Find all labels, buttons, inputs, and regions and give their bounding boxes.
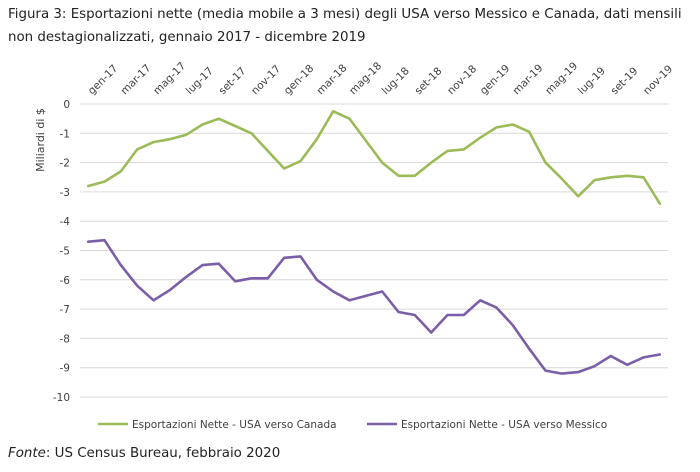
- x-tick-label: nov-18: [445, 63, 479, 97]
- y-tick-label: -3: [60, 187, 70, 199]
- x-tick-label: set-17: [216, 65, 248, 97]
- x-tick-label: nov-19: [641, 63, 675, 97]
- x-tick-label: lug-18: [380, 65, 412, 97]
- legend-label-canada: Esportazioni Nette - USA verso Canada: [132, 419, 337, 431]
- legend-label-messico: Esportazioni Nette - USA verso Messico: [401, 419, 607, 431]
- x-tick-label: lug-17: [184, 65, 216, 97]
- series-line-messico: [86, 238, 662, 375]
- x-tick-label: gen-17: [86, 63, 121, 98]
- x-tick-label: set-18: [412, 65, 444, 97]
- x-tick-label: mar-18: [314, 62, 349, 97]
- y-axis-label: Miliardi di $: [34, 108, 47, 172]
- x-tick-label: mag-19: [543, 60, 580, 97]
- x-tick-label: lug-19: [576, 65, 608, 97]
- series-lines: [86, 110, 662, 375]
- chart-title: Figura 3: Esportazioni nette (media mobi…: [8, 7, 682, 45]
- source-note: Fonte: US Census Bureau, febbraio 2020: [8, 446, 280, 461]
- x-tick-label: set-19: [608, 65, 640, 97]
- source-text: : US Census Bureau, febbraio 2020: [45, 446, 281, 461]
- x-tick-label: mag-17: [151, 60, 188, 97]
- y-tick-label: -2: [60, 158, 70, 170]
- y-tick-label: 0: [63, 99, 70, 111]
- y-tick-label: -1: [60, 128, 70, 140]
- y-axis-ticks: 0 -1 -2 -3 -4 -5 -6 -7 -8 -9 -10: [53, 99, 70, 404]
- legend: Esportazioni Nette - USA verso Canada Es…: [98, 419, 607, 431]
- y-tick-label: -10: [53, 392, 70, 404]
- x-tick-label: mar-17: [118, 62, 153, 97]
- series-line-canada: [86, 110, 662, 205]
- y-tick-label: -9: [60, 363, 70, 375]
- x-tick-label: mar-19: [510, 62, 545, 97]
- y-tick-label: -5: [60, 246, 70, 258]
- source-prefix: Fonte: [8, 446, 46, 461]
- x-tick-label: gen-19: [478, 63, 513, 98]
- y-tick-label: -6: [60, 275, 71, 287]
- y-tick-label: -8: [60, 333, 70, 345]
- gridlines: [80, 103, 668, 398]
- x-tick-label: gen-18: [282, 63, 317, 98]
- y-tick-label: -7: [60, 304, 70, 316]
- y-tick-label: -4: [60, 216, 71, 228]
- x-tick-label: mag-18: [347, 60, 384, 97]
- x-tick-label: nov-17: [249, 63, 283, 97]
